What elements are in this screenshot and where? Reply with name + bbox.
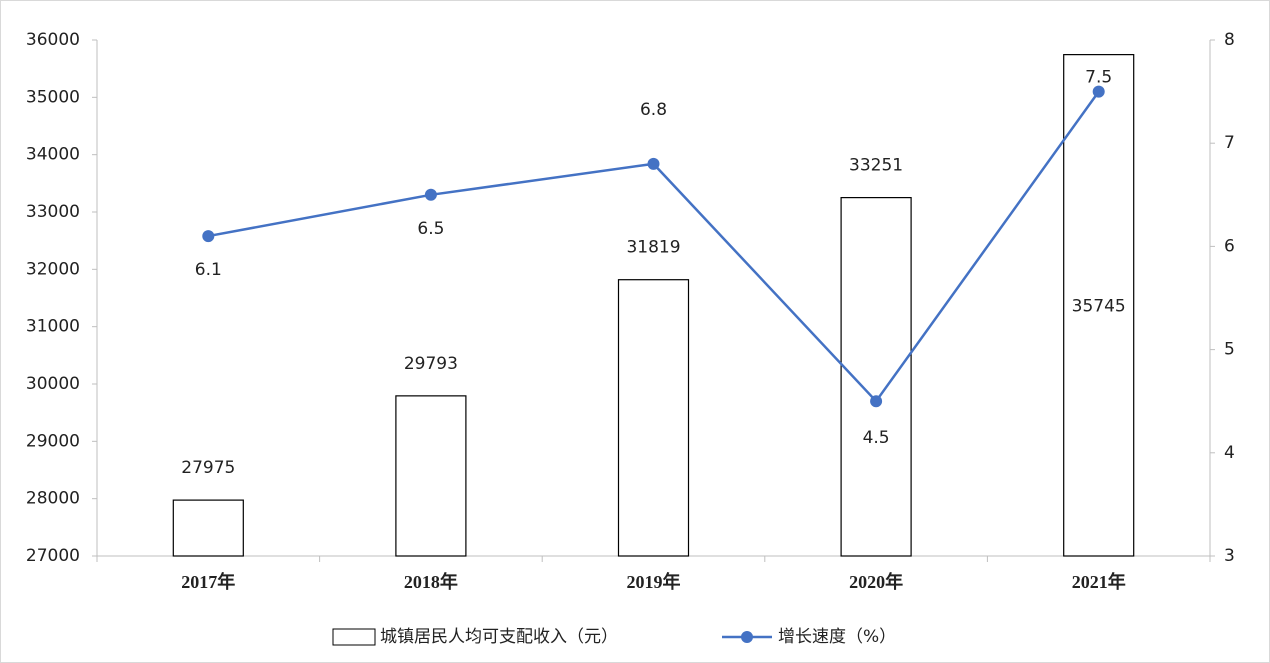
y-tick-label: 30000 (26, 374, 80, 394)
bar-value-label: 33251 (849, 156, 903, 176)
line-value-label: 6.5 (417, 219, 444, 239)
bar-value-label: 35745 (1072, 297, 1126, 317)
legend-swatch (332, 628, 376, 646)
legend-label: 城镇居民人均可支配收入（元） (380, 627, 618, 647)
y-tick-label: 35000 (26, 87, 80, 107)
y2-tick-label: 7 (1224, 133, 1235, 153)
y-tick-label: 36000 (26, 30, 80, 50)
y2-tick-label: 6 (1224, 236, 1235, 256)
bar (1063, 54, 1135, 557)
line-point (647, 157, 660, 170)
bar-value-label: 31819 (626, 238, 680, 258)
y2-tick-label: 4 (1224, 443, 1235, 463)
y-tick-label: 29000 (26, 431, 80, 451)
line-value-label: 4.5 (863, 428, 890, 448)
y-tick-label: 28000 (26, 489, 80, 509)
legend-label: 增长速度（%） (778, 627, 896, 647)
line-value-label: 6.8 (640, 100, 667, 120)
line-point (1092, 85, 1105, 98)
y-tick-label: 33000 (26, 202, 80, 222)
y-tick-label: 31000 (26, 317, 80, 337)
line-value-label: 7.5 (1085, 68, 1112, 88)
line-point (202, 230, 215, 243)
bar (617, 279, 690, 557)
legend-marker (741, 631, 753, 643)
y2-tick-label: 5 (1224, 340, 1235, 360)
bar (172, 499, 244, 557)
x-tick-label: 2020年 (849, 571, 903, 592)
x-tick-label: 2018年 (404, 571, 458, 592)
line-point (870, 395, 883, 408)
bar-value-label: 29793 (404, 354, 458, 374)
y-tick-label: 34000 (26, 145, 80, 165)
x-tick-label: 2017年 (181, 571, 235, 592)
line-value-label: 6.1 (195, 260, 222, 280)
y2-tick-label: 3 (1224, 546, 1235, 566)
y-tick-label: 32000 (26, 259, 80, 279)
y2-tick-label: 8 (1224, 30, 1235, 50)
y-tick-label: 27000 (26, 546, 80, 566)
line-point (424, 188, 437, 201)
bar (395, 395, 467, 557)
bar-value-label: 27975 (181, 458, 235, 478)
x-tick-label: 2021年 (1072, 571, 1126, 592)
x-tick-label: 2019年 (627, 571, 681, 592)
